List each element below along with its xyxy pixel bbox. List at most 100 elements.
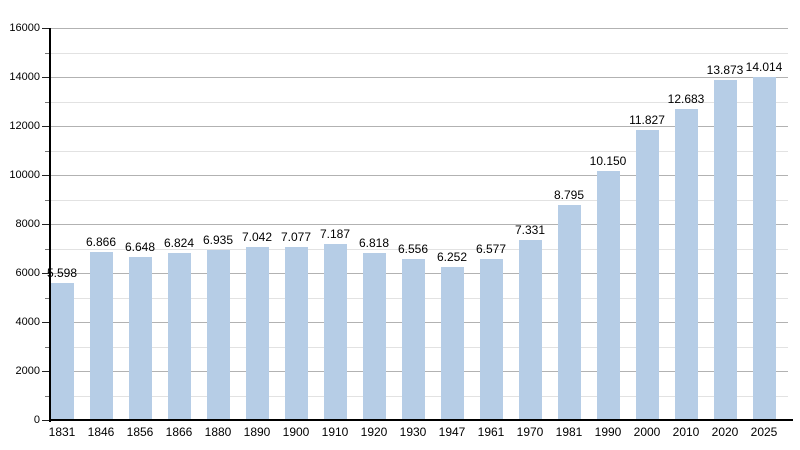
y-major-tick	[42, 371, 49, 372]
bar-1961	[479, 258, 503, 420]
bar-value-label: 7.187	[319, 226, 351, 241]
bar-1920	[362, 252, 386, 420]
bar-value-label: 6.577	[475, 241, 507, 256]
y-axis-tick-label: 12000	[9, 120, 40, 132]
x-axis-tick-label: 1961	[477, 425, 505, 439]
y-major-tick	[42, 273, 49, 274]
y-minor-tick	[45, 297, 49, 299]
y-axis-tick-label: 14000	[9, 71, 40, 83]
bar-2025	[752, 76, 776, 420]
minor-gridline	[51, 150, 788, 152]
bar-value-label: 10.150	[589, 154, 627, 169]
x-axis-tick-label: 1866	[165, 425, 193, 439]
minor-gridline	[51, 199, 788, 201]
bar-value-label: 11.827	[629, 113, 665, 128]
major-gridline	[51, 77, 788, 78]
x-axis-tick-label: 1990	[594, 425, 622, 439]
bar-value-label: 14.014	[745, 59, 783, 74]
bar-1981	[557, 204, 581, 420]
x-axis-tick-label: 2020	[711, 425, 739, 439]
bar-value-label: 13.873	[706, 63, 744, 78]
bar-value-label: 7.331	[514, 223, 546, 238]
y-minor-tick	[45, 248, 49, 250]
y-minor-tick	[45, 101, 49, 103]
bar-value-label: 6.556	[397, 242, 429, 257]
x-axis-tick-label: 1920	[360, 425, 388, 439]
x-axis-tick-label: 1910	[321, 425, 349, 439]
bar-value-label: 6.252	[436, 249, 468, 264]
y-axis-tick-label: 2000	[15, 365, 40, 377]
y-major-tick	[42, 77, 49, 78]
x-axis-tick-label: 2000	[633, 425, 661, 439]
bar-1947	[440, 266, 464, 420]
x-axis-tick-label: 1930	[399, 425, 427, 439]
bar-1880	[206, 250, 230, 420]
x-axis-tick-label: 1856	[126, 425, 154, 439]
bar-1970	[518, 240, 542, 420]
bar-2020	[713, 80, 737, 420]
y-axis-tick-label: 16000	[9, 22, 40, 34]
bar-1910	[323, 243, 347, 420]
bar-1900	[284, 246, 308, 420]
bar-1930	[401, 259, 425, 420]
x-axis-line	[49, 419, 793, 421]
bar-2010	[674, 109, 698, 420]
x-axis-tick-label: 1900	[282, 425, 310, 439]
y-minor-tick	[45, 150, 49, 152]
y-axis-tick-label: 6000	[15, 267, 40, 279]
y-axis-tick-label: 0	[33, 414, 40, 426]
y-axis-tick-label: 8000	[15, 218, 40, 230]
x-axis-tick-label: 1890	[243, 425, 271, 439]
y-minor-tick	[45, 199, 49, 201]
y-major-tick	[42, 126, 49, 127]
x-axis-tick-label: 1831	[48, 425, 76, 439]
bar-2000	[635, 130, 659, 420]
bar-value-label: 6.935	[202, 233, 234, 248]
y-major-tick	[42, 420, 49, 421]
major-gridline	[51, 28, 788, 29]
bar-1890	[245, 247, 269, 420]
major-gridline	[51, 175, 788, 176]
x-axis-tick-label: 1947	[438, 425, 466, 439]
y-minor-tick	[45, 346, 49, 348]
bar-value-label: 6.648	[124, 240, 156, 255]
bar-value-label: 5.598	[46, 265, 78, 280]
x-axis-tick-label: 1970	[516, 425, 544, 439]
bar-1846	[89, 251, 113, 420]
major-gridline	[51, 126, 788, 127]
x-axis-tick-label: 1981	[555, 425, 583, 439]
bar-1990	[596, 171, 620, 420]
y-minor-tick	[45, 395, 49, 397]
bar-1866	[167, 252, 191, 420]
bar-value-label: 6.818	[358, 235, 390, 250]
minor-gridline	[51, 52, 788, 54]
bar-value-label: 6.824	[163, 235, 195, 250]
x-axis-tick-label: 1880	[204, 425, 232, 439]
bar-1831	[50, 282, 74, 420]
y-axis-tick-label: 10000	[9, 169, 40, 181]
y-major-tick	[42, 175, 49, 176]
y-major-tick	[42, 28, 49, 29]
x-axis-tick-label: 1846	[87, 425, 115, 439]
minor-gridline	[51, 248, 788, 250]
y-major-tick	[42, 224, 49, 225]
bar-value-label: 6.866	[85, 234, 117, 249]
bar-value-label: 12.683	[667, 92, 705, 107]
bar-1856	[128, 257, 152, 420]
major-gridline	[51, 224, 788, 225]
y-axis-tick-label: 4000	[15, 316, 40, 328]
y-minor-tick	[45, 52, 49, 54]
bar-value-label: 8.795	[553, 187, 585, 202]
y-axis-line	[49, 28, 51, 422]
bar-value-label: 7.042	[241, 230, 273, 245]
bar-value-label: 7.077	[280, 229, 312, 244]
x-axis-tick-label: 2010	[672, 425, 700, 439]
x-axis-tick-label: 2025	[750, 425, 778, 439]
minor-gridline	[51, 101, 788, 103]
y-major-tick	[42, 322, 49, 323]
